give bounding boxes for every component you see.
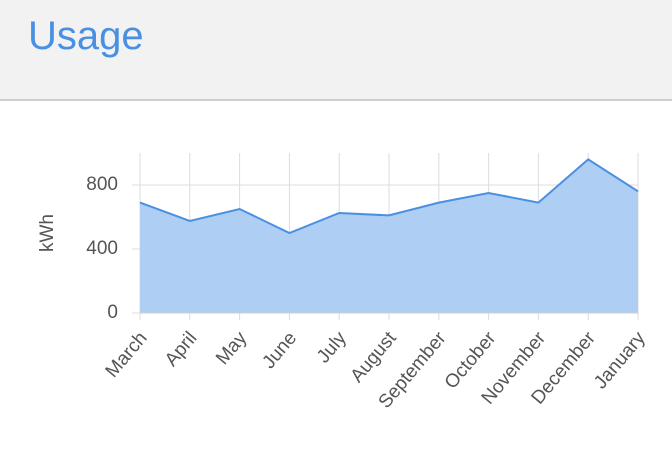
area-line: [139, 158, 639, 235]
y-tick-label: 400: [86, 238, 118, 259]
header-bar: Usage: [0, 0, 672, 101]
y-tick-label: 800: [86, 174, 118, 195]
x-tick-label: April: [161, 328, 202, 371]
y-axis-label: kWh: [37, 214, 58, 252]
x-tick-label: March: [102, 328, 152, 382]
y-tick-label: 0: [107, 302, 118, 323]
page-title: Usage: [28, 14, 144, 58]
area-fill: [140, 159, 638, 313]
x-tick-label: July: [313, 328, 351, 368]
x-tick-label: January: [590, 328, 650, 394]
x-tick-label: May: [212, 328, 251, 369]
x-tick-label: June: [259, 328, 302, 373]
